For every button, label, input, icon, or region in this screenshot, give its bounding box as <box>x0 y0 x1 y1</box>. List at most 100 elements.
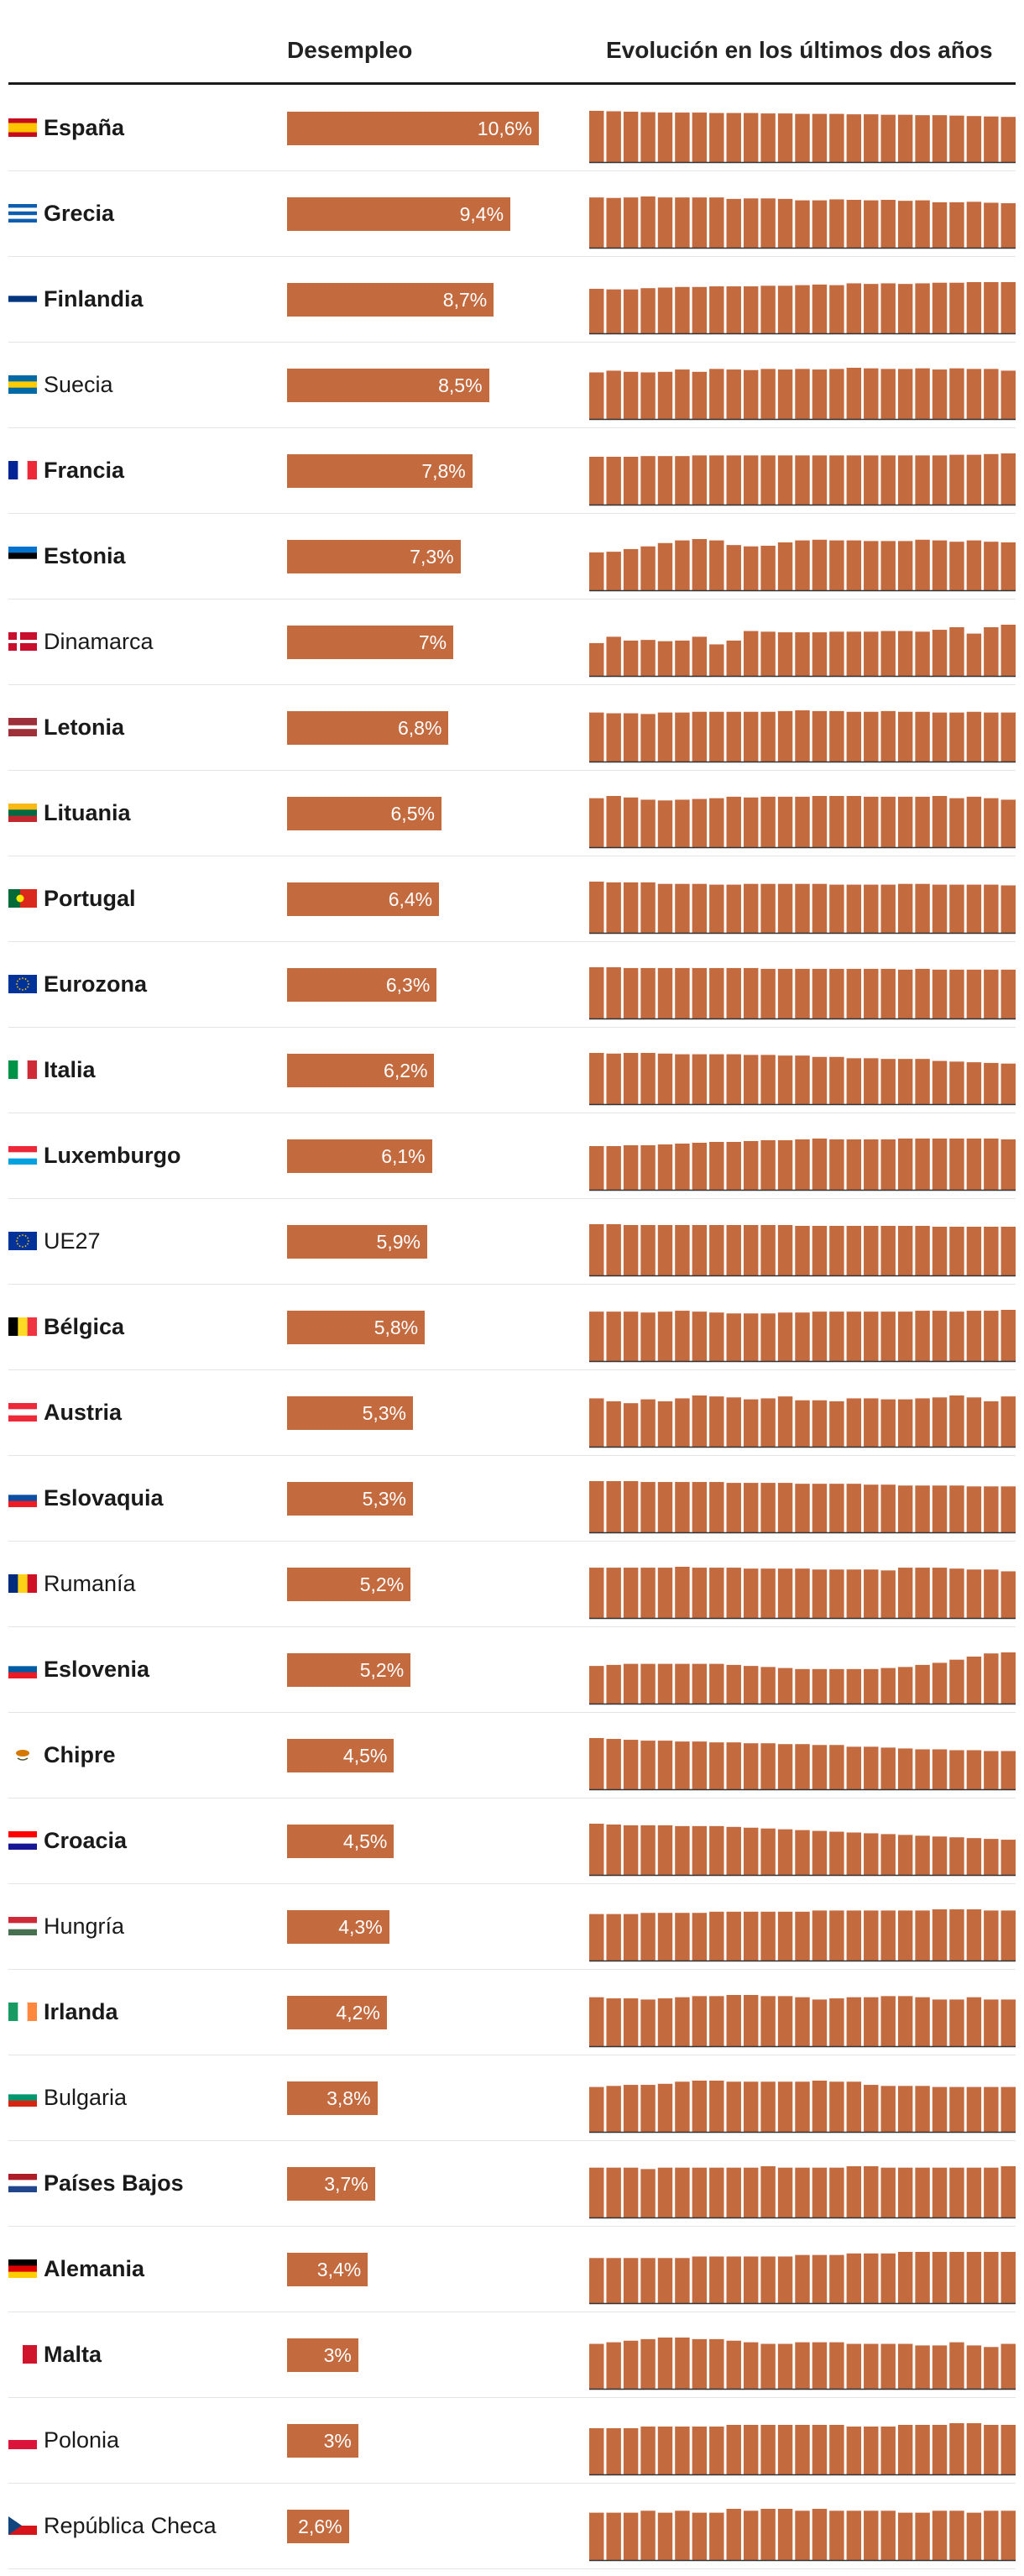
trend-bar <box>949 1750 964 1790</box>
trend-bar <box>864 1139 879 1191</box>
trend-sparkline <box>589 882 1016 935</box>
bar-value-label: 7,3% <box>410 546 454 568</box>
trend-bar <box>880 884 896 934</box>
table-row: Países Bajos 3,7% <box>0 2141 1024 2227</box>
trend-bar <box>726 1568 741 1619</box>
trend-bar <box>777 1568 793 1619</box>
trend-bar <box>915 631 930 677</box>
trend-bar <box>984 1910 999 1961</box>
bar-value-label: 5,2% <box>359 1659 405 1681</box>
trend-bar <box>880 1139 896 1191</box>
row-divider <box>8 1712 1016 1713</box>
trend-bar <box>589 1997 604 2047</box>
bar-value-label: 4,5% <box>342 1830 388 1852</box>
trend-bar <box>606 289 621 334</box>
table-row: Eslovaquia 5,3% <box>0 1456 1024 1542</box>
trend-bar <box>606 197 621 249</box>
trend-bar <box>760 711 776 762</box>
trend-bar <box>709 1225 724 1276</box>
trend-bar <box>657 1568 673 1619</box>
trend-bar <box>777 198 793 249</box>
trend-bar <box>864 1997 879 2047</box>
trend-bar <box>795 710 810 762</box>
trend-bar <box>984 798 999 848</box>
trend-bar <box>864 1668 879 1704</box>
unemployment-bar: 10,6% <box>287 112 539 145</box>
trend-bar <box>812 1400 828 1448</box>
trend-bar <box>932 1568 948 1619</box>
country-name: Bélgica <box>44 1314 125 1339</box>
trend-bar <box>949 454 964 505</box>
unemployment-bar: 6,5% <box>287 797 441 830</box>
trend-bar <box>915 2167 930 2218</box>
trend-bar <box>984 1486 999 1533</box>
trend-bar <box>795 113 810 163</box>
trend-bar <box>692 2427 708 2475</box>
country-name: Portugal <box>44 886 136 911</box>
flag-stripe <box>8 1660 37 1667</box>
trend-bar <box>777 710 793 762</box>
trend-bar <box>812 1226 828 1276</box>
trend-bar <box>743 1995 759 2047</box>
flag-icon <box>8 204 37 223</box>
row-divider <box>8 2140 1016 2141</box>
trend-bar <box>966 884 982 934</box>
trend-bar <box>966 711 982 762</box>
trend-bar <box>589 197 604 249</box>
trend-bar <box>1000 2343 1016 2390</box>
trend-bar <box>640 2427 656 2475</box>
trend-bar <box>897 284 913 334</box>
trend-bar <box>777 1911 793 1961</box>
trend-bar <box>966 1909 982 1961</box>
trend-bar <box>606 1224 621 1276</box>
trend-bar <box>949 115 964 163</box>
trend-bar <box>864 1484 879 1533</box>
trend-bar <box>777 1668 793 1704</box>
bar-value-label: 7% <box>418 631 447 653</box>
trend-sparkline <box>589 1738 1016 1791</box>
trend-bar <box>726 113 741 163</box>
flag-star <box>22 1234 24 1236</box>
trend-bar <box>606 2258 621 2304</box>
trend-bar <box>932 1662 948 1704</box>
trend-bar <box>675 2081 690 2133</box>
trend-bar <box>949 969 964 1019</box>
flag-stripe <box>8 729 37 736</box>
trend-bar <box>589 967 604 1019</box>
trend-bar <box>949 1485 964 1533</box>
trend-bar <box>984 2252 999 2304</box>
trend-bar <box>675 2338 690 2390</box>
trend-bar <box>640 967 656 1019</box>
trend-bar <box>726 1313 741 1362</box>
trend-bar <box>606 1146 621 1191</box>
trend-bar <box>657 800 673 848</box>
trend-bar <box>606 456 621 505</box>
trend-bar <box>623 2085 639 2133</box>
unemployment-bar: 3,7% <box>287 2167 375 2201</box>
trend-bar <box>640 288 656 334</box>
trend-bar <box>657 1913 673 1961</box>
bar-value-label: 7,8% <box>421 460 466 482</box>
trend-bar <box>966 1750 982 1790</box>
flag-star <box>28 983 29 985</box>
trend-bar <box>984 1751 999 1790</box>
flag-icon <box>8 2088 37 2107</box>
trend-bar <box>692 636 708 677</box>
country-name: Eurozona <box>44 971 148 997</box>
trend-bar <box>675 540 690 591</box>
trend-bar <box>897 1568 913 1619</box>
trend-bar <box>864 2253 879 2304</box>
row-divider <box>8 1369 1016 1370</box>
trend-bar <box>709 1482 724 1533</box>
flag-icon <box>8 375 37 394</box>
trend-bar <box>640 456 656 505</box>
trend-bar <box>880 631 896 677</box>
trend-bar <box>777 285 793 334</box>
trend-bar <box>623 1998 639 2047</box>
trend-bar <box>657 1998 673 2047</box>
flag-stripe <box>8 1917 37 1924</box>
trend-bar <box>966 1838 982 1876</box>
trend-bar <box>880 283 896 334</box>
trend-bar <box>640 640 656 677</box>
flag-stripe <box>8 725 37 730</box>
